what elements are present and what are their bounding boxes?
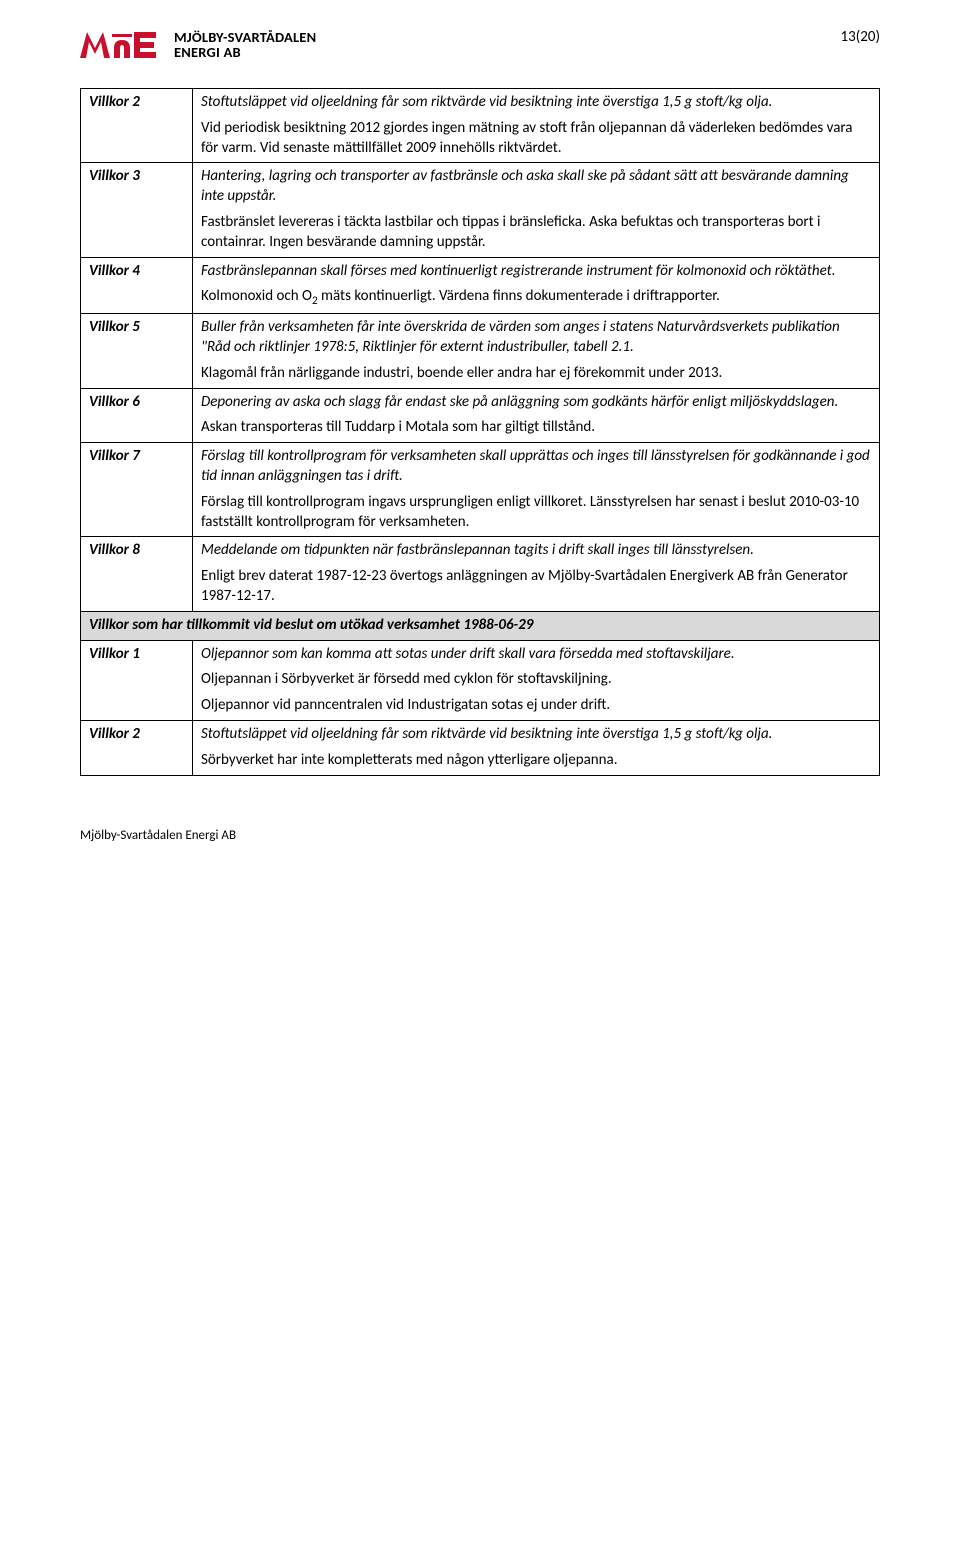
condition-paragraph: Klagomål från närliggande industri, boen… bbox=[201, 364, 871, 384]
condition-body: Stoftutsläppet vid oljeeldning får som r… bbox=[193, 720, 880, 775]
page-number: 13(20) bbox=[840, 28, 880, 46]
condition-paragraph: Oljepannor vid panncentralen vid Industr… bbox=[201, 696, 871, 716]
condition-label: Villkor 3 bbox=[81, 163, 193, 257]
condition-paragraph: Kolmonoxid och O2 mäts kontinuerligt. Vä… bbox=[201, 287, 871, 309]
condition-paragraph: Sörbyverket har inte kompletterats med n… bbox=[201, 751, 871, 771]
condition-body: Fastbränslepannan skall förses med konti… bbox=[193, 257, 880, 314]
condition-body: Oljepannor som kan komma att sotas under… bbox=[193, 640, 880, 720]
condition-body: Buller från verksamheten får inte översk… bbox=[193, 314, 880, 388]
condition-label: Villkor 5 bbox=[81, 314, 193, 388]
condition-label: Villkor 6 bbox=[81, 388, 193, 443]
condition-paragraph: Fastbränslet levereras i täckta lastbila… bbox=[201, 213, 871, 253]
condition-body: Meddelande om tidpunkten när fastbränsle… bbox=[193, 537, 880, 611]
condition-label: Villkor 2 bbox=[81, 89, 193, 163]
condition-paragraph: Meddelande om tidpunkten när fastbränsle… bbox=[201, 541, 871, 561]
section-header: Villkor som har tillkommit vid beslut om… bbox=[81, 611, 880, 640]
condition-paragraph: Deponering av aska och slagg får endast … bbox=[201, 393, 871, 413]
conditions-table: Villkor 2 Stoftutsläppet vid oljeeldning … bbox=[80, 88, 880, 776]
condition-paragraph: Fastbränslepannan skall förses med konti… bbox=[201, 262, 871, 282]
condition-body: Hantering, lagring och transporter av fa… bbox=[193, 163, 880, 257]
condition-label: Villkor 8 bbox=[81, 537, 193, 611]
logo-mark-icon bbox=[80, 28, 164, 62]
page-header: MJÖLBY-SVARTÅDALEN ENERGI AB 13(20) bbox=[80, 28, 880, 62]
condition-label: Villkor 2 bbox=[81, 720, 193, 775]
condition-paragraph: Förslag till kontrollprogram för verksam… bbox=[201, 447, 871, 487]
condition-paragraph: Stoftutsläppet vid oljeeldning får som r… bbox=[201, 93, 871, 113]
condition-paragraph: Förslag till kontrollprogram ingavs ursp… bbox=[201, 493, 871, 533]
condition-paragraph: Enligt brev daterat 1987-12-23 övertogs … bbox=[201, 567, 871, 607]
condition-paragraph: Oljepannor som kan komma att sotas under… bbox=[201, 645, 871, 665]
condition-paragraph: Askan transporteras till Tuddarp i Motal… bbox=[201, 418, 871, 438]
condition-body: Deponering av aska och slagg får endast … bbox=[193, 388, 880, 443]
logo-text-line2: ENERGI AB bbox=[174, 45, 316, 60]
condition-label: Villkor 4 bbox=[81, 257, 193, 314]
condition-paragraph: Buller från verksamheten får inte översk… bbox=[201, 318, 871, 358]
condition-paragraph: Hantering, lagring och transporter av fa… bbox=[201, 167, 871, 207]
page-footer: Mjölby-Svartådalen Energi AB bbox=[80, 828, 880, 843]
condition-label: Villkor 1 bbox=[81, 640, 193, 720]
condition-paragraph: Oljepannan i Sörbyverket är försedd med … bbox=[201, 670, 871, 690]
condition-label: Villkor 7 bbox=[81, 443, 193, 537]
condition-paragraph: Vid periodisk besiktning 2012 gjordes in… bbox=[201, 119, 871, 159]
condition-paragraph: Stoftutsläppet vid oljeeldning får som r… bbox=[201, 725, 871, 745]
logo-text: MJÖLBY-SVARTÅDALEN ENERGI AB bbox=[174, 30, 316, 60]
condition-body: Förslag till kontrollprogram för verksam… bbox=[193, 443, 880, 537]
company-logo: MJÖLBY-SVARTÅDALEN ENERGI AB bbox=[80, 28, 316, 62]
condition-body: Stoftutsläppet vid oljeeldning får som r… bbox=[193, 89, 880, 163]
